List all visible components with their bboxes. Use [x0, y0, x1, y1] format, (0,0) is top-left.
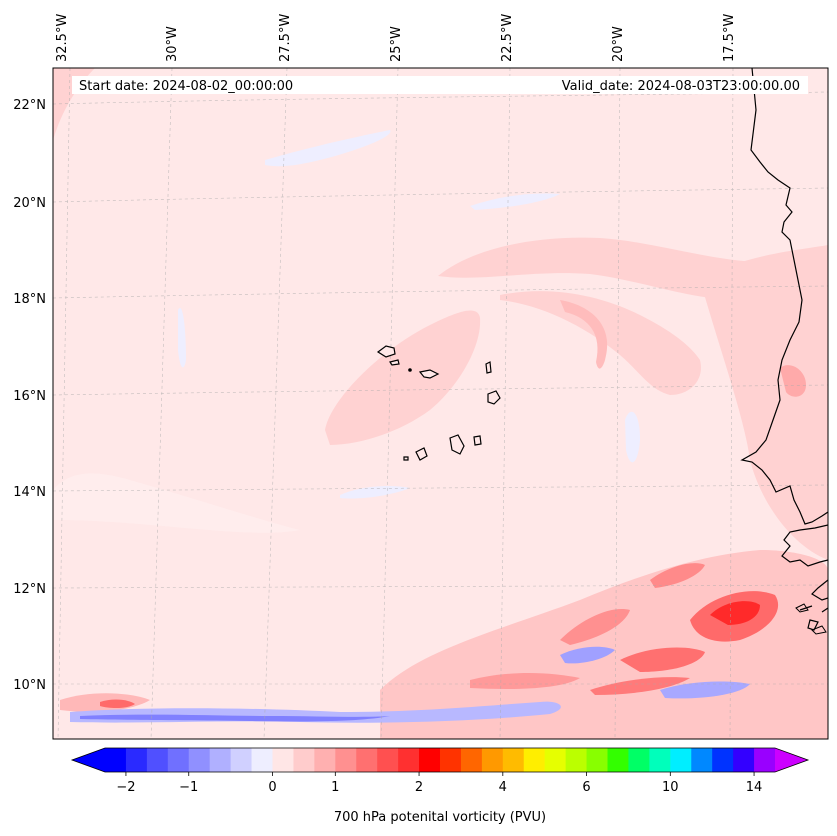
colorbar-label: 700 hPa potenital vorticity (PVU) [334, 810, 546, 825]
colorbar-segment [649, 748, 671, 772]
colorbar-segment [188, 748, 211, 772]
colorbar-tick-label: 2 [415, 780, 423, 795]
colorbar-outline [70, 747, 810, 773]
pv-negative-north [265, 130, 391, 167]
colorbar-segments [105, 748, 776, 772]
pv-feature-south-max-6 [590, 677, 690, 695]
pv-feature-central-band [500, 291, 701, 395]
colorbar-segment [607, 748, 629, 772]
lat-label: 18°N [13, 292, 46, 307]
pv-feature-curl [560, 300, 608, 369]
map-frame [52, 67, 829, 740]
colorbar-tick-label: 4 [499, 780, 507, 795]
lon-label: 25°W [389, 26, 404, 62]
pv-feature-northwest [53, 68, 95, 140]
lon-label: 20°W [611, 26, 626, 62]
pv-negative-mid-west [178, 308, 186, 368]
pv-feature-south-max-4 [560, 609, 630, 645]
pv-negative-northeast [470, 193, 560, 210]
pv-feature-coastal [700, 245, 828, 560]
pv-feature-south-max-2 [620, 647, 705, 672]
cape-verde-islands [376, 345, 501, 461]
colorbar-segment [544, 748, 567, 772]
colorbar-segment [523, 748, 546, 772]
colorbar-segment [335, 748, 357, 772]
pv-feature-south-max-1-core [710, 601, 760, 625]
colorbar-segment [586, 748, 608, 772]
colorbar-over-arrow [775, 748, 808, 772]
lat-label: 22°N [13, 98, 46, 113]
header-box [72, 76, 808, 94]
colorbar-tick-label: 14 [746, 780, 763, 795]
longitude-labels: 32.5°W 30°W 27.5°W 25°W 22.5°W 20°W 17.5… [55, 14, 737, 62]
colorbar: −2 −1 0 1 2 4 6 10 14 700 hPa potenital vorticit… [70, 747, 810, 825]
pv-negative-south-central [340, 486, 410, 499]
lat-label: 20°N [13, 196, 46, 211]
pv-negative-south-mid [560, 646, 615, 664]
colorbar-segment [419, 748, 441, 772]
pv-feature-south-max-5 [650, 563, 705, 588]
map-panel: Start date: 2024-08-02_00:00:00 Valid_da… [53, 68, 828, 739]
cape-verde-peninsula-islands [795, 603, 827, 635]
valid-date-label: Valid_date: 2024-08-03T23:00:00.00 [562, 79, 800, 94]
colorbar-segment [251, 748, 273, 772]
colorbar-segment [105, 748, 127, 772]
pv-negative-south-east [660, 681, 750, 699]
colorbar-tick-label: 0 [268, 780, 276, 795]
colorbar-tick-label: 1 [331, 780, 339, 795]
colorbar-segment [293, 748, 315, 772]
lon-label: 27.5°W [278, 14, 293, 62]
pv-feature-cape-verde-plume [325, 310, 481, 445]
start-date-label: Start date: 2024-08-02_00:00:00 [79, 79, 293, 94]
colorbar-segment [628, 748, 650, 772]
colorbar-under-arrow [72, 748, 105, 772]
colorbar-tick-label: 6 [582, 780, 590, 795]
colorbar-segment [733, 748, 755, 772]
colorbar-segment [481, 748, 504, 772]
lon-label: 32.5°W [55, 14, 70, 62]
colorbar-tick-label: −2 [116, 780, 135, 795]
pv-feature-west-strip [53, 473, 300, 533]
colorbar-segment [754, 748, 776, 772]
colorbar-segment [398, 748, 420, 772]
colorbar-segment [356, 748, 378, 772]
colorbar-ticks: −2 −1 0 1 2 4 6 10 14 [116, 772, 762, 795]
pv-negative-band-core [80, 714, 390, 722]
colorbar-segment [146, 748, 169, 772]
colorbar-segment [272, 748, 294, 772]
pv-feature-southwest-core [100, 699, 135, 709]
colorbar-segment [502, 748, 525, 772]
lon-label: 30°W [165, 26, 180, 62]
pv-negative-east [625, 411, 640, 463]
colorbar-tick-label: 10 [662, 780, 679, 795]
colorbar-segment [230, 748, 253, 772]
colorbar-segment [565, 748, 588, 772]
colorbar-segment [440, 748, 462, 772]
lat-label: 10°N [13, 678, 46, 693]
africa-coastline [740, 68, 828, 525]
pv-feature-coastal-core [780, 365, 806, 397]
colorbar-segment [314, 748, 336, 772]
colorbar-segment [670, 748, 692, 772]
colorbar-segment [691, 748, 713, 772]
colorbar-segment [377, 748, 399, 772]
africa-coastline-south [781, 524, 828, 631]
lat-label: 14°N [13, 485, 46, 500]
lat-label: 12°N [13, 582, 46, 597]
pv-feature-south-max-3 [470, 673, 580, 689]
colorbar-segment [712, 748, 734, 772]
lat-label: 16°N [13, 389, 46, 404]
colorbar-tick-label: −1 [179, 780, 198, 795]
colorbar-segment [167, 748, 190, 772]
lon-label: 22.5°W [500, 14, 515, 62]
colorbar-segment [460, 748, 483, 772]
lon-label: 17.5°W [722, 14, 737, 62]
latitude-labels: 22°N 20°N 18°N 16°N 14°N 12°N 10°N [13, 98, 46, 693]
colorbar-segment [209, 748, 232, 772]
colorbar-segment [125, 748, 148, 772]
